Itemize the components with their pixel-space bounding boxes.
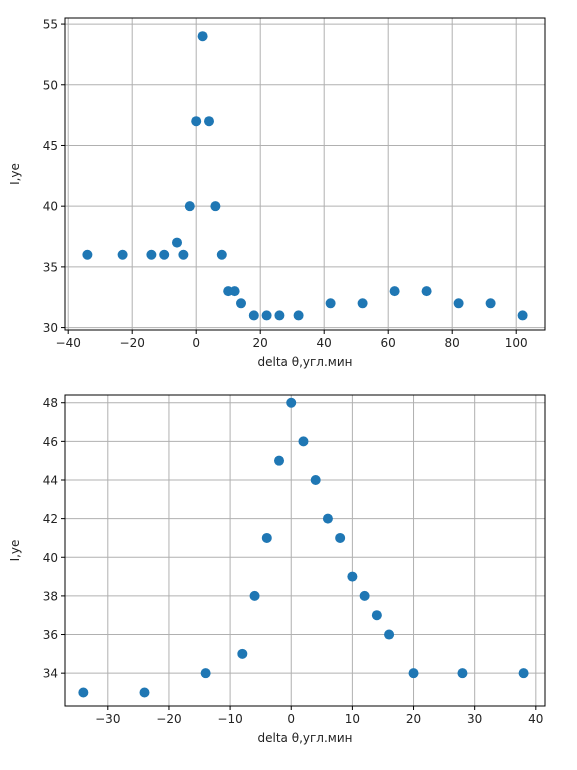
chart-bottom-grid: [65, 395, 545, 706]
chart-bottom: −30 −20 −10 0 10 20 30 40 34 36 38 40 42 44 46 48 delt…: [8, 394, 546, 745]
chart-bottom-y-tick-label: 34: [43, 667, 58, 681]
chart-top-x-tick-label: 40: [317, 336, 332, 350]
chart-bottom-data-point: [237, 648, 248, 659]
chart-bottom-y-tick-label: 38: [43, 589, 58, 603]
chart-top-data-point: [82, 249, 93, 260]
chart-top-grid: [65, 18, 545, 330]
chart-bottom-x-ticks: −30 −20 −10 0 10 20 30 40: [95, 706, 543, 726]
chart-top-data-point: [357, 298, 368, 309]
chart-top-y-tick-label: 50: [43, 78, 58, 92]
chart-top-data-point: [229, 286, 240, 297]
chart-top-data-point: [517, 310, 528, 321]
chart-top: −40 −20 0 20 40 60 80 100 30 35 40 45 50 55 delta θ,…: [8, 17, 546, 369]
chart-bottom-data-point: [518, 668, 529, 679]
chart-top-y-ticks: 30 35 40 45 50 55: [43, 18, 65, 335]
chart-top-y-tick-label: 40: [43, 200, 58, 214]
chart-bottom-data-point: [200, 668, 211, 679]
chart-bottom-y-tick-label: 46: [43, 435, 58, 449]
chart-top-data-point: [184, 201, 195, 212]
chart-top-x-tick-label: 60: [381, 336, 396, 350]
chart-top-x-tick-label: −40: [56, 336, 81, 350]
chart-top-data-point: [172, 237, 182, 248]
chart-bottom-y-tick-label: 36: [43, 628, 58, 642]
chart-bottom-data-point: [249, 590, 260, 601]
chart-bottom-data-point: [261, 532, 272, 543]
chart-top-y-tick-label: 45: [43, 139, 58, 153]
chart-top-data-point: [210, 201, 221, 212]
chart-top-data-point: [191, 116, 202, 127]
chart-bottom-data-point: [457, 668, 468, 679]
chart-bottom-x-tick-label: 0: [287, 712, 295, 726]
chart-bottom-data-point: [78, 687, 89, 698]
chart-top-frame: [64, 17, 546, 331]
chart-top-x-tick-label: 0: [192, 336, 200, 350]
chart-bottom-x-tick-label: −30: [95, 712, 120, 726]
chart-bottom-y-ticks: 34 36 38 40 42 44 46 48: [43, 396, 65, 681]
chart-top-data-point: [146, 249, 157, 260]
chart-top-x-tick-label: −20: [120, 336, 145, 350]
chart-bottom-data-point: [310, 474, 321, 485]
chart-top-data-point: [274, 310, 285, 321]
chart-bottom-data-point: [371, 610, 382, 621]
chart-bottom-y-tick-label: 48: [43, 396, 58, 410]
chart-bottom-y-tick-label: 42: [43, 512, 58, 526]
chart-top-data-point: [159, 249, 170, 260]
chart-top-data-point: [216, 249, 227, 260]
chart-top-data-point: [248, 310, 259, 321]
chart-top-y-tick-label: 35: [43, 260, 58, 274]
chart-bottom-y-tick-label: 44: [43, 473, 58, 487]
chart-bottom-data-point: [335, 532, 346, 543]
chart-top-y-tick-label: 55: [43, 18, 58, 32]
chart-top-x-tick-label: 100: [505, 336, 528, 350]
chart-bottom-x-axis-label: delta θ,угл.мин: [258, 731, 353, 745]
chart-top-data-point: [421, 286, 432, 297]
chart-bottom-data-point: [286, 397, 297, 408]
chart-bottom-frame: [64, 394, 546, 707]
chart-top-x-tick-label: 80: [445, 336, 460, 350]
chart-top-data-point: [453, 298, 464, 309]
chart-top-data-point: [236, 298, 246, 309]
chart-bottom-x-tick-label: 30: [467, 712, 482, 726]
chart-top-x-ticks: −40 −20 0 20 40 60 80 100: [56, 330, 528, 350]
chart-top-data-point: [178, 249, 189, 260]
chart-top-points: [82, 31, 528, 321]
chart-top-data-point: [117, 249, 128, 260]
chart-bottom-data-point: [298, 436, 309, 447]
chart-bottom-x-tick-label: 10: [345, 712, 360, 726]
chart-bottom-data-point: [274, 455, 285, 466]
chart-top-y-tick-label: 30: [43, 321, 58, 335]
chart-bottom-data-point: [347, 571, 358, 582]
chart-top-x-axis-label: delta θ,угл.мин: [258, 355, 353, 369]
chart-bottom-points: [78, 397, 529, 698]
chart-top-data-point: [261, 310, 272, 321]
chart-bottom-data-point: [408, 668, 419, 679]
chart-bottom-y-axis-label: I,уе: [8, 540, 22, 562]
chart-bottom-x-tick-label: −20: [156, 712, 181, 726]
chart-top-data-point: [389, 286, 400, 297]
chart-top-data-point: [293, 310, 304, 321]
chart-bottom-data-point: [139, 687, 150, 698]
chart-bottom-x-tick-label: −10: [217, 712, 242, 726]
chart-top-x-tick-label: 20: [253, 336, 268, 350]
chart-bottom-data-point: [322, 513, 333, 524]
chart-bottom-data-point: [359, 590, 370, 601]
chart-top-data-point: [197, 31, 208, 42]
chart-bottom-x-tick-label: 20: [406, 712, 421, 726]
chart-top-y-axis-label: I,уе: [8, 163, 22, 185]
chart-bottom-data-point: [384, 629, 395, 640]
chart-top-data-point: [485, 298, 496, 309]
chart-bottom-y-tick-label: 40: [43, 551, 58, 565]
chart-bottom-x-tick-label: 40: [528, 712, 543, 726]
chart-top-data-point: [204, 116, 214, 127]
chart-top-data-point: [325, 298, 336, 309]
